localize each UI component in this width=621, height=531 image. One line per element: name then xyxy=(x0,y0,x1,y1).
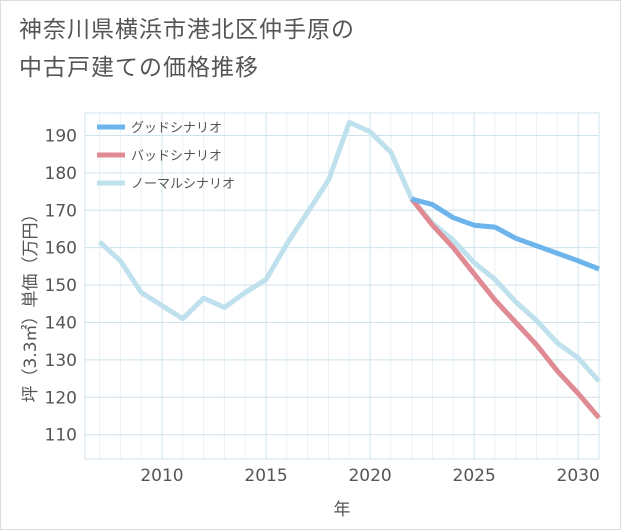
y-tick-label: 180 xyxy=(45,164,77,184)
y-tick-label: 170 xyxy=(45,201,77,221)
y-tick-label: 120 xyxy=(45,388,77,408)
x-tick-label: 2030 xyxy=(557,466,600,486)
x-tick-label: 2010 xyxy=(140,466,183,486)
series-lines xyxy=(97,119,601,420)
series-line-2 xyxy=(409,197,601,420)
y-tick-label: 110 xyxy=(45,426,77,446)
y-axis-label: 坪（3.3㎡）単価（万円） xyxy=(21,205,41,402)
chart-title-line-1: 神奈川県横浜市港北区仲手原の xyxy=(19,17,355,43)
y-tick-label: 130 xyxy=(45,351,77,371)
legend-label-1: グッドシナリオ xyxy=(131,121,222,136)
x-tick-label: 2020 xyxy=(348,466,391,486)
series-line-3 xyxy=(97,119,601,383)
chart-title: 神奈川県横浜市港北区仲手原の 中古戸建ての価格推移 xyxy=(19,11,599,87)
plot-frame xyxy=(84,112,600,460)
x-tick-label: 2025 xyxy=(453,466,496,486)
series-line-1 xyxy=(411,196,600,272)
x-axis-label: 年 xyxy=(334,500,351,520)
grid-lines xyxy=(84,112,600,460)
axis-ticks: 110 120 130 140 150 160 170 180 190 2010 2015 2020 2… xyxy=(45,126,600,486)
y-tick-label: 190 xyxy=(45,126,77,146)
y-tick-label: 150 xyxy=(45,276,77,296)
y-tick-label: 160 xyxy=(45,239,77,259)
legend-label-3: ノーマルシナリオ xyxy=(131,177,235,192)
y-tick-label: 140 xyxy=(45,313,77,333)
chart-title-line-2: 中古戸建ての価格推移 xyxy=(19,55,259,81)
legend-label-2: バッドシナリオ xyxy=(131,149,222,164)
x-tick-label: 2015 xyxy=(244,466,287,486)
